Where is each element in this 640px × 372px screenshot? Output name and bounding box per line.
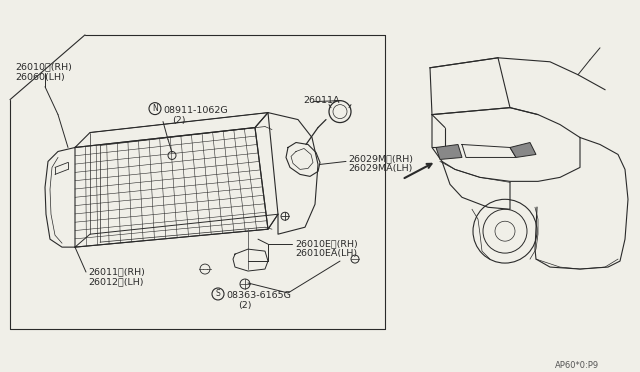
Text: 26011　(RH): 26011 (RH)	[88, 267, 145, 276]
Text: 26010EA(LH): 26010EA(LH)	[295, 249, 357, 258]
Text: (2): (2)	[238, 301, 252, 310]
Text: 08363-6165G: 08363-6165G	[226, 291, 291, 300]
Text: 26011A: 26011A	[303, 96, 339, 105]
Text: 26010　(RH): 26010 (RH)	[15, 63, 72, 72]
Text: 26029M　(RH): 26029M (RH)	[348, 154, 413, 163]
Text: 26029MA(LH): 26029MA(LH)	[348, 164, 412, 173]
Text: N: N	[152, 104, 158, 113]
Text: 26010E　(RH): 26010E (RH)	[295, 239, 358, 248]
Polygon shape	[510, 142, 536, 157]
Text: 26060(LH): 26060(LH)	[15, 73, 65, 82]
Text: (2): (2)	[172, 116, 186, 125]
Text: AP60*0:P9: AP60*0:P9	[555, 361, 599, 370]
Text: 26012　(LH): 26012 (LH)	[88, 277, 143, 286]
Text: S: S	[216, 289, 220, 298]
Text: 08911-1062G: 08911-1062G	[163, 106, 228, 115]
Polygon shape	[436, 144, 462, 160]
